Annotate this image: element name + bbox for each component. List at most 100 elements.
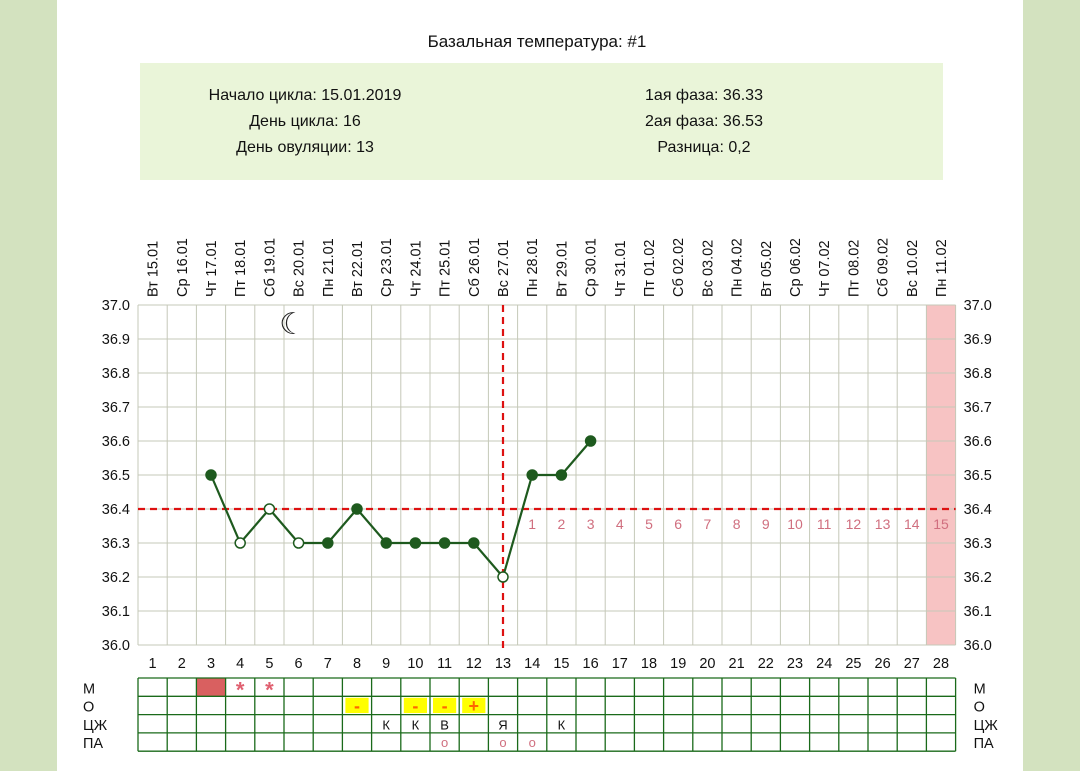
y-tick-label-right: 36.4 [964, 502, 992, 518]
day-number: 10 [407, 656, 423, 672]
day-number: 22 [758, 656, 774, 672]
date-labels: Вт 15.01 Ср 16.01 Чт 17.01 Пт 18.01 Сб 19.01… [146, 238, 950, 297]
y-tick-label-left: 36.8 [102, 366, 130, 382]
y-tick-label-right: 37.0 [964, 298, 992, 314]
ovulation-test-mark: - [442, 696, 448, 716]
date-label: Пт 25.01 [438, 240, 454, 297]
intercourse-mark: о [499, 735, 506, 750]
day-number: 25 [845, 656, 861, 672]
row-label-left: М [83, 681, 95, 697]
phase-day-number: 14 [904, 516, 920, 532]
temperature-point [497, 571, 509, 583]
chart-sheet: Базальная температура: #1 Начало цикла: … [57, 0, 1023, 771]
phase-day-number: 15 [933, 516, 949, 532]
y-axis-left: 37.0 36.9 36.8 36.7 36.6 36.5 36.4 36.3 36.2 36.1… [102, 298, 130, 654]
row-label-right: О [974, 700, 985, 716]
y-tick-label-left: 36.7 [102, 400, 130, 416]
temperature-point [351, 503, 363, 515]
row-label-left: О [83, 700, 94, 716]
date-label: Вс 10.02 [905, 240, 921, 297]
phase-day-number: 2 [558, 516, 566, 532]
day-number: 21 [729, 656, 745, 672]
chart-title: Базальная температура: #1 [428, 32, 647, 51]
date-label: Чт 07.02 [817, 240, 833, 297]
y-tick-label-right: 36.9 [964, 332, 992, 348]
ovulation-test-mark: - [354, 696, 360, 716]
phase-day-number: 11 [817, 516, 832, 532]
phase-day-number: 6 [674, 516, 682, 532]
y-tick-label-left: 36.9 [102, 332, 130, 348]
temperature-point [380, 537, 392, 549]
day-number: 7 [324, 656, 332, 672]
date-label: Вс 27.01 [496, 240, 512, 297]
date-label: Ср 06.02 [788, 238, 804, 297]
date-label: Сб 26.01 [467, 238, 483, 297]
intercourse-mark: о [441, 735, 448, 750]
y-tick-label-right: 36.3 [964, 536, 992, 552]
moon-icon: ☾ [279, 308, 306, 341]
day-number: 14 [524, 656, 540, 672]
ovulation-test-mark: - [412, 696, 418, 716]
ovulation-test-mark: + [469, 696, 480, 716]
date-label: Вс 03.02 [700, 240, 716, 297]
phase1-average: 1ая фаза: 36.33 [645, 87, 763, 104]
cycle-start: Начало цикла: 15.01.2019 [209, 87, 402, 104]
phase-day-number: 3 [587, 516, 595, 532]
day-number: 17 [612, 656, 628, 672]
day-number: 12 [466, 656, 482, 672]
y-tick-label-left: 36.1 [102, 604, 130, 620]
ovulation-test-cell [433, 697, 457, 714]
date-label: Пт 08.02 [846, 240, 862, 297]
day-number: 11 [437, 656, 452, 672]
cervical-fluid-mark: Я [498, 717, 507, 732]
row-label-right: ПА [974, 736, 994, 752]
y-tick-label-left: 36.5 [102, 468, 130, 484]
phase-day-number: 5 [645, 516, 653, 532]
temperature-point [322, 537, 334, 549]
row-label-left: ЦЖ [83, 718, 108, 734]
date-label: Пн 21.01 [321, 238, 337, 297]
y-tick-label-left: 36.4 [102, 502, 130, 518]
cycle-day: День цикла: 16 [249, 113, 361, 130]
cervical-fluid-mark: В [440, 717, 449, 732]
bbt-chart: Базальная температура: #1 Начало цикла: … [83, 32, 998, 752]
y-tick-label-left: 37.0 [102, 298, 130, 314]
date-label: Вт 29.01 [554, 241, 570, 297]
date-label: Вт 05.02 [759, 241, 775, 297]
menstruation-cell [196, 678, 226, 697]
date-label: Чт 31.01 [613, 240, 629, 297]
y-tick-label-right: 36.0 [964, 638, 992, 654]
intercourse-mark: о [529, 735, 536, 750]
day-number: 9 [382, 656, 390, 672]
day-number: 13 [495, 656, 511, 672]
temperature-point [555, 469, 568, 481]
phase-day-number: 10 [787, 516, 803, 532]
day-number: 16 [583, 656, 599, 672]
date-label: Сб 09.02 [876, 238, 892, 297]
day-number: 3 [207, 656, 215, 672]
date-label: Чт 24.01 [408, 240, 424, 297]
row-label-right: ЦЖ [974, 718, 999, 734]
star-mark: * [265, 677, 274, 702]
date-label: Ср 16.01 [175, 238, 191, 297]
ovulation-test-cell [345, 697, 369, 714]
date-label: Пт 18.01 [233, 240, 249, 297]
ovulation-test-cell [403, 697, 427, 714]
day-number: 1 [149, 656, 157, 672]
temperature-point [409, 537, 422, 549]
y-tick-label-right: 36.6 [964, 434, 992, 450]
date-label: Пн 28.01 [525, 238, 541, 297]
date-label: Пт 01.02 [642, 240, 658, 297]
day-number: 6 [295, 656, 303, 672]
cervical-fluid-mark: К [382, 717, 390, 732]
ovulation-test-cell [462, 697, 486, 714]
day-number: 18 [641, 656, 657, 672]
cervical-fluid-mark: К [412, 717, 420, 732]
phase-day-number: 8 [733, 516, 741, 532]
date-label: Сб 02.02 [671, 238, 687, 297]
y-axis-right: 37.0 36.9 36.8 36.7 36.6 36.5 36.4 36.3 36.2 36.1… [964, 298, 992, 654]
ovulation-day: День овуляции: 13 [236, 139, 374, 156]
star-mark: * [236, 677, 245, 702]
phase-day-number: 9 [762, 516, 770, 532]
